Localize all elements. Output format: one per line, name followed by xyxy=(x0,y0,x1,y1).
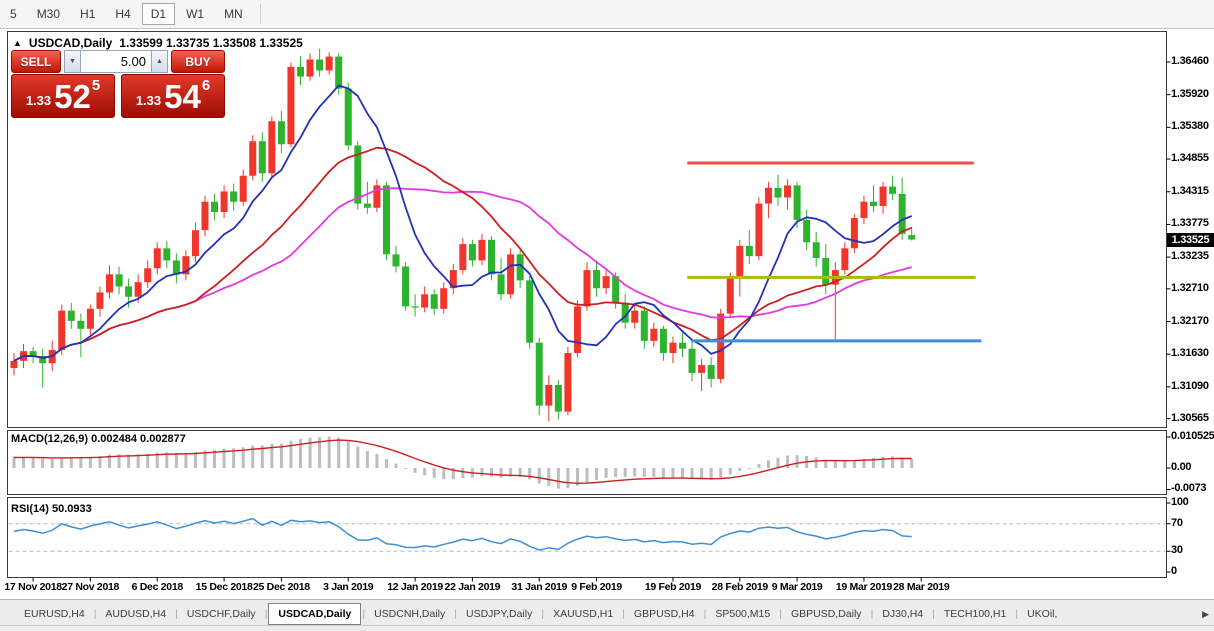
buy-price-sup: 6 xyxy=(201,77,211,94)
tab-dj30-h4[interactable]: DJ30,H4 xyxy=(882,607,924,620)
timeframe-button-d1[interactable]: D1 xyxy=(141,3,176,25)
tab-row: EURUSD,H4 | AUDUSD,H4 | USDCHF,Daily | USDCAD,… xyxy=(16,602,1198,625)
date-axis-label: 22 Jan 2019 xyxy=(444,581,501,593)
tab-ukoil[interactable]: UKOil, xyxy=(1027,607,1058,620)
tab-separator: | xyxy=(541,607,545,620)
date-axis-label: 12 Jan 2019 xyxy=(387,581,443,593)
tab-separator: | xyxy=(779,607,782,620)
collapse-chart-icon[interactable]: ▲ xyxy=(13,38,22,48)
price-axis-tick: 1.34315 xyxy=(1171,184,1209,197)
volume-decrease-icon[interactable]: ▼ xyxy=(64,50,81,73)
tab-usdjpy-daily[interactable]: USDJPY,Daily xyxy=(466,607,533,620)
buy-button[interactable]: BUY xyxy=(171,50,225,73)
price-axis-tick: 1.35920 xyxy=(1171,87,1209,100)
price-axis-tick: 1.33235 xyxy=(1171,250,1209,263)
tabbar-underline xyxy=(0,625,1214,626)
timeframe-button-mn[interactable]: MN xyxy=(224,7,243,21)
toolbar-separator xyxy=(259,4,261,24)
rsi-axis-tick: 70 xyxy=(1171,516,1183,529)
tab-audusd-h4[interactable]: AUDUSD,H4 xyxy=(105,607,167,620)
volume-field[interactable]: 5.00 xyxy=(81,50,151,73)
date-axis-label: 28 Mar 2019 xyxy=(893,581,950,593)
date-axis-label: 6 Dec 2018 xyxy=(131,581,184,593)
date-axis-label: 9 Mar 2019 xyxy=(771,581,823,593)
date-axis-label: 25 Dec 2018 xyxy=(252,581,310,593)
buy-price-box[interactable]: 1.33 54 6 xyxy=(121,74,225,118)
tab-xauusd-h1[interactable]: XAUUSD,H1 xyxy=(553,607,614,620)
timeframe-button-w1[interactable]: W1 xyxy=(186,7,205,21)
price-axis-tick: 1.33775 xyxy=(1171,217,1209,230)
tab-usdcnh-daily[interactable]: USDCNH,Daily xyxy=(374,607,446,620)
tab-separator: | xyxy=(362,607,366,620)
price-axis-tick: 1.31630 xyxy=(1171,347,1209,360)
price-axis-tick: 1.32710 xyxy=(1171,281,1209,294)
price-axis-tick: 1.35380 xyxy=(1171,120,1209,133)
tab-separator: | xyxy=(264,607,268,620)
chart-title: ▲ USDCAD,Daily 1.33599 1.33735 1.33508 1… xyxy=(13,36,303,50)
buy-price-big: 54 xyxy=(164,78,201,115)
macd-values: 0.002484 0.002877 xyxy=(91,433,186,445)
tab-separator: | xyxy=(870,607,874,620)
rsi-axis-tick: 0 xyxy=(1171,565,1177,577)
price-axis-tick: 1.32170 xyxy=(1171,314,1209,327)
buy-price-prefix: 1.33 xyxy=(135,93,162,108)
tab-tech100-h1[interactable]: TECH100,H1 xyxy=(943,607,1007,620)
macd-label: MACD(12,26,9) 0.002484 0.002877 xyxy=(11,433,186,445)
date-axis-label: 17 Nov 2018 xyxy=(4,581,62,593)
one-click-trading-panel: SELL ▼ 5.00 ▲ BUY 1.33 52 5 1.33 54 6 xyxy=(11,50,225,118)
chart-symbol-period: USDCAD,Daily xyxy=(28,36,113,50)
current-price-tag: 1.33525 xyxy=(1167,232,1214,247)
tab-separator: | xyxy=(175,607,178,620)
macd-axis-tick: -0.0073 xyxy=(1171,482,1207,495)
timeframe-button-5[interactable]: 5 xyxy=(10,7,17,21)
date-axis-label: 19 Mar 2019 xyxy=(835,581,893,593)
tab-separator: | xyxy=(622,607,625,620)
sell-button[interactable]: SELL xyxy=(11,50,61,73)
volume-stepper: ▼ 5.00 ▲ xyxy=(64,50,168,73)
date-axis-label: 15 Dec 2018 xyxy=(195,581,253,593)
date-axis-label: 9 Feb 2019 xyxy=(571,581,622,593)
sell-price-prefix: 1.33 xyxy=(25,93,52,108)
tab-sp500-m15[interactable]: SP500,M15 xyxy=(715,607,771,620)
tab-gbpusd-daily[interactable]: GBPUSD,Daily xyxy=(790,607,862,620)
price-axis-tick: 1.36460 xyxy=(1171,55,1209,67)
tab-usdcad-daily[interactable]: USDCAD,Daily xyxy=(268,602,362,625)
tab-separator: | xyxy=(454,607,458,620)
rsi-axis-tick: 30 xyxy=(1171,544,1183,557)
sell-price-box[interactable]: 1.33 52 5 xyxy=(11,74,115,118)
price-axis-tick: 1.30565 xyxy=(1171,411,1209,424)
macd-axis-tick: 0.00 xyxy=(1171,461,1192,473)
tab-separator: | xyxy=(1015,607,1019,620)
rsi-axis-tick: 100 xyxy=(1171,496,1189,508)
price-axis-tick: 1.31090 xyxy=(1171,379,1209,392)
date-axis-label: 28 Feb 2019 xyxy=(711,581,769,593)
rsi-label: RSI(14) 50.0933 xyxy=(11,503,92,515)
sell-price-sup: 5 xyxy=(91,77,101,94)
tab-eurusd-h4[interactable]: EURUSD,H4 xyxy=(24,607,85,620)
tab-usdchf-daily[interactable]: USDCHF,Daily xyxy=(186,607,256,620)
volume-increase-icon[interactable]: ▲ xyxy=(151,50,168,73)
tab-separator: | xyxy=(703,607,707,620)
rsi-value: 50.0933 xyxy=(51,503,92,515)
tab-separator: | xyxy=(932,607,935,620)
timeframe-button-m30[interactable]: M30 xyxy=(36,7,61,21)
macd-axis-tick: 0.010525 xyxy=(1171,430,1214,442)
date-axis-label: 19 Feb 2019 xyxy=(644,581,702,593)
price-axis-tick: 1.34855 xyxy=(1171,152,1209,165)
chart-ohlc-values: 1.33599 1.33735 1.33508 1.33525 xyxy=(119,36,303,50)
symbol-tab-bar: EURUSD,H4 | AUDUSD,H4 | USDCHF,Daily | USDCAD,… xyxy=(0,599,1214,631)
timeframe-button-h4[interactable]: H4 xyxy=(115,7,131,21)
timeframe-button-h1[interactable]: H1 xyxy=(80,7,96,21)
date-axis-label: 27 Nov 2018 xyxy=(61,581,120,593)
date-axis-label: 31 Jan 2019 xyxy=(511,581,568,593)
sell-price-big: 52 xyxy=(54,78,91,115)
date-axis-label: 3 Jan 2019 xyxy=(323,581,374,593)
tab-separator: | xyxy=(93,607,97,620)
tab-gbpusd-h4[interactable]: GBPUSD,H4 xyxy=(633,607,695,620)
tab-scroll-right-icon[interactable]: ▶ xyxy=(1200,609,1211,620)
timeframe-toolbar: 5 M30 H1 H4 D1 W1 MN xyxy=(0,0,1214,29)
